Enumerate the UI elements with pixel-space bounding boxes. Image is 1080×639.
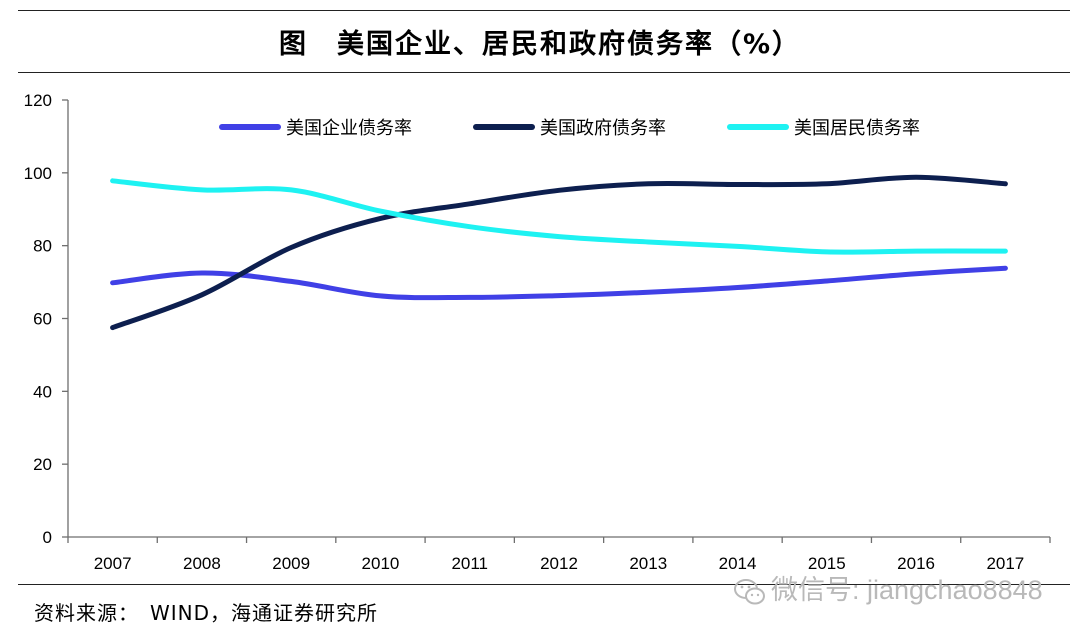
data-point-household xyxy=(557,234,562,239)
y-tick-label: 120 xyxy=(24,91,52,110)
line-chart: 0 20 40 60 80 100 120 2007 2008 2009 2010 2011 2012 2… xyxy=(24,91,1051,573)
figure-title: 图 美国企业、居民和政府债务率（%） xyxy=(278,29,802,60)
data-point-corporate xyxy=(646,290,651,295)
x-tick-label: 2013 xyxy=(629,554,667,573)
data-point-government xyxy=(289,245,294,250)
y-tick-label: 100 xyxy=(24,164,52,183)
data-point-corporate xyxy=(289,279,294,284)
data-point-corporate xyxy=(735,285,740,290)
x-tick-label: 2007 xyxy=(94,554,132,573)
data-point-government xyxy=(824,181,829,186)
bottom-rule xyxy=(18,584,1070,585)
data-point-household xyxy=(199,187,204,192)
x-tick-label: 2014 xyxy=(719,554,757,573)
y-tick-label: 80 xyxy=(33,237,52,256)
legend-label-household: 美国居民债务率 xyxy=(794,118,920,139)
y-tick-label: 0 xyxy=(43,528,52,547)
data-point-government xyxy=(110,325,115,330)
data-point-government xyxy=(914,175,919,180)
legend-label-corporate: 美国企业债务率 xyxy=(286,118,412,139)
data-point-household xyxy=(914,249,919,254)
chart-legend: 美国企业债务率 美国政府债务率 美国居民债务率 xyxy=(219,118,920,139)
y-tick-label: 60 xyxy=(33,310,52,329)
data-point-corporate xyxy=(110,280,115,285)
x-tick-label: 2017 xyxy=(986,554,1024,573)
data-point-government xyxy=(378,216,383,221)
data-point-household xyxy=(735,244,740,249)
data-point-corporate xyxy=(378,293,383,298)
data-point-government xyxy=(646,181,651,186)
source-note: 资料来源： WIND，海通证券研究所 xyxy=(34,601,379,625)
watermark-text: 微信号: jiangchao8848 xyxy=(771,575,1043,605)
data-point-household xyxy=(646,240,651,245)
data-point-corporate xyxy=(557,293,562,298)
data-point-corporate xyxy=(199,270,204,275)
series-line-corporate xyxy=(110,265,1008,301)
y-tick-label: 40 xyxy=(33,382,52,401)
data-point-government xyxy=(557,188,562,193)
data-point-household xyxy=(289,187,294,192)
x-tick-label: 2015 xyxy=(808,554,846,573)
data-point-corporate xyxy=(1003,266,1008,271)
y-tick-label: 20 xyxy=(33,455,52,474)
data-point-household xyxy=(467,224,472,229)
x-tick-label: 2010 xyxy=(362,554,400,573)
chart-axes: 0 20 40 60 80 100 120 2007 2008 2009 2010 2011 2012 2… xyxy=(24,91,1051,573)
data-point-corporate xyxy=(824,278,829,283)
title-rule xyxy=(18,72,1070,73)
data-point-household xyxy=(1003,249,1008,254)
x-tick-label: 2011 xyxy=(451,554,488,573)
data-point-government xyxy=(1003,181,1008,186)
x-tick-label: 2016 xyxy=(897,554,935,573)
x-tick-label: 2009 xyxy=(272,554,310,573)
data-point-government xyxy=(467,201,472,206)
series-layer xyxy=(110,174,1008,331)
data-point-household xyxy=(824,249,829,254)
legend-label-government: 美国政府债务率 xyxy=(540,118,666,139)
wechat-icon xyxy=(734,578,765,605)
x-tick-label: 2012 xyxy=(540,554,578,573)
x-tick-label: 2008 xyxy=(183,554,221,573)
data-point-corporate xyxy=(467,295,472,300)
data-point-corporate xyxy=(914,271,919,276)
data-point-government xyxy=(199,292,204,297)
top-rule xyxy=(18,10,1070,11)
data-point-government xyxy=(735,182,740,187)
data-point-household xyxy=(378,209,383,214)
data-point-household xyxy=(110,178,115,183)
watermark: 微信号: jiangchao8848 xyxy=(733,568,1043,607)
series-line-household xyxy=(110,178,1008,255)
series-line-government xyxy=(110,174,1008,331)
